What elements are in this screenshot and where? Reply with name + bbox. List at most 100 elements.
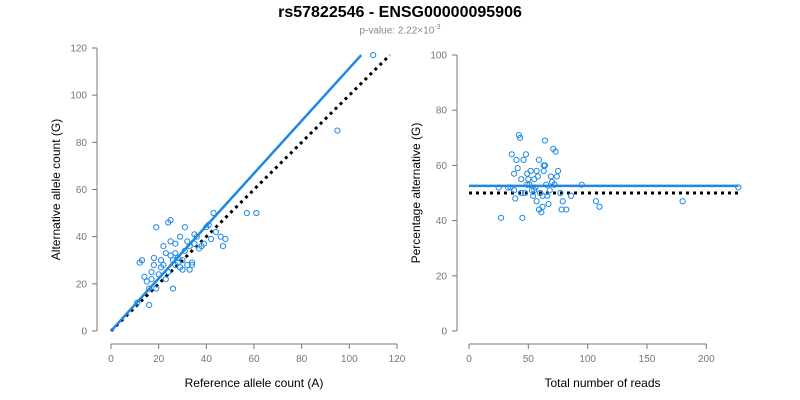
- panel2-data-point: [524, 181, 531, 188]
- panel1-data-point: [153, 224, 160, 231]
- panel2-data-point: [515, 131, 522, 139]
- panel1-data-point: [141, 273, 148, 280]
- panel1-data-point: [177, 233, 184, 240]
- panel1-data-point: [210, 209, 217, 217]
- pvalue-text: p-value: 2.22×10: [359, 25, 435, 37]
- panel1-data-point: [143, 278, 150, 285]
- panel2-y-tick-label: 40: [436, 216, 448, 227]
- panel1-data-point: [150, 261, 157, 269]
- panel2-data-point: [510, 170, 518, 177]
- panel1-y-tick-label: 120: [70, 44, 87, 55]
- panel1-data-point: [148, 276, 155, 283]
- pvalue-exponent: -3: [434, 24, 441, 31]
- panel1-data-point: [167, 238, 174, 245]
- panel1-data-point: [174, 254, 181, 261]
- panel2-y-tick-label: 100: [430, 51, 447, 62]
- panel2-data-point: [578, 181, 585, 188]
- panel1-data-point: [155, 271, 162, 278]
- chart-title: rs57822546 - ENSG00000095906: [278, 4, 522, 21]
- panel1-data-point: [191, 240, 198, 247]
- panel2-data-point: [559, 198, 566, 205]
- panel2-data-point: [513, 156, 520, 163]
- panel1-data-point: [150, 254, 157, 261]
- panel1-data-point: [370, 51, 377, 59]
- panel1-data-point: [148, 268, 155, 276]
- panel1-data-point: [153, 285, 160, 292]
- panel1-data-point: [217, 233, 224, 240]
- panel2-data-point: [592, 198, 600, 205]
- panel2-data-point: [543, 181, 550, 188]
- panel1-data-point: [160, 243, 167, 250]
- panel1-data-point: [172, 250, 179, 257]
- panel1-data-point: [146, 285, 153, 292]
- panel2-data-point: [532, 184, 539, 191]
- panel2-data-point: [735, 184, 742, 191]
- panel2-data-point: [497, 214, 505, 221]
- panel2-x-tick-label: 150: [639, 354, 656, 365]
- panel2-data-point: [514, 165, 521, 172]
- panel2-data-point: [531, 176, 538, 183]
- panel2-y-tick-label: 80: [436, 106, 448, 117]
- panel2-data-point: [518, 176, 525, 183]
- panel1-data-point: [184, 238, 191, 245]
- panel2-data-point: [533, 198, 540, 205]
- panel2-data-point: [495, 184, 502, 191]
- panel2-data-point: [516, 134, 524, 141]
- panel1-data-point: [219, 243, 227, 250]
- panel2-x-axis-title: Total number of reads: [544, 376, 660, 390]
- panel1-data-point: [179, 266, 186, 273]
- panel2-data-point: [679, 198, 686, 205]
- panel1-x-tick-label: 80: [296, 354, 308, 365]
- panel2-data-point: [541, 137, 549, 144]
- panel2-data-point: [526, 181, 533, 188]
- panel1-data-point: [181, 224, 188, 231]
- panel2-data-point: [534, 173, 541, 180]
- panel1-data-point: [186, 266, 193, 273]
- panel1-y-tick-label: 0: [81, 327, 87, 338]
- panel1-data-point: [169, 285, 177, 292]
- panel2-data-point: [541, 162, 549, 169]
- panel2-data-point: [539, 203, 546, 210]
- panel2-data-point: [554, 167, 562, 175]
- panel1-x-tick-label: 0: [108, 354, 114, 365]
- panel1-data-point: [179, 257, 186, 264]
- panel1-y-tick-label: 40: [76, 232, 88, 243]
- panel1-data-point: [243, 209, 250, 217]
- panel2-data-point: [508, 151, 515, 158]
- panel1-data-point: [157, 257, 165, 264]
- panel1-data-point: [167, 252, 174, 259]
- panel1-reference-line: [109, 54, 391, 333]
- panel1-data-point: [222, 235, 229, 243]
- panel1-data-point: [162, 276, 169, 283]
- panel2-data-point: [544, 192, 551, 199]
- panel2-y-tick-label: 20: [436, 271, 448, 282]
- panel2-data-point: [519, 214, 526, 221]
- panel1-data-point: [186, 243, 193, 250]
- panel1-data-point: [212, 228, 219, 236]
- panel2-data-point: [524, 170, 531, 177]
- panel2-y-tick-label: 0: [441, 327, 447, 338]
- panel2-x-tick-label: 50: [523, 354, 535, 365]
- panel1-data-point: [205, 221, 212, 228]
- panel2-data-point: [505, 184, 512, 191]
- panel2-data-point: [520, 156, 527, 163]
- panel2-x-tick-label: 0: [466, 354, 472, 365]
- panel2-data-point: [552, 148, 559, 155]
- panel2-y-axis-title: Percentage alternative (G): [409, 123, 423, 264]
- panel2-data-point: [540, 167, 547, 175]
- panel1-data-point: [167, 217, 174, 224]
- panel1-data-point: [188, 261, 196, 269]
- panel2-data-point: [521, 189, 528, 197]
- panel2-data-point: [538, 209, 545, 216]
- chart-subtitle: p-value: 2.22×10-3: [0, 24, 800, 36]
- panel2-y-tick-label: 60: [436, 161, 448, 172]
- panel2-data-point: [510, 187, 518, 194]
- panel1-x-tick-label: 20: [153, 354, 165, 365]
- panel2-data-point: [563, 206, 570, 213]
- panel2-data-point: [529, 192, 537, 199]
- panel1-x-tick-label: 60: [248, 354, 260, 365]
- panel1-data-point: [193, 233, 200, 240]
- panel1-data-point: [165, 268, 172, 276]
- panel1-x-tick-label: 120: [389, 354, 406, 365]
- panel1-x-tick-label: 40: [201, 354, 213, 365]
